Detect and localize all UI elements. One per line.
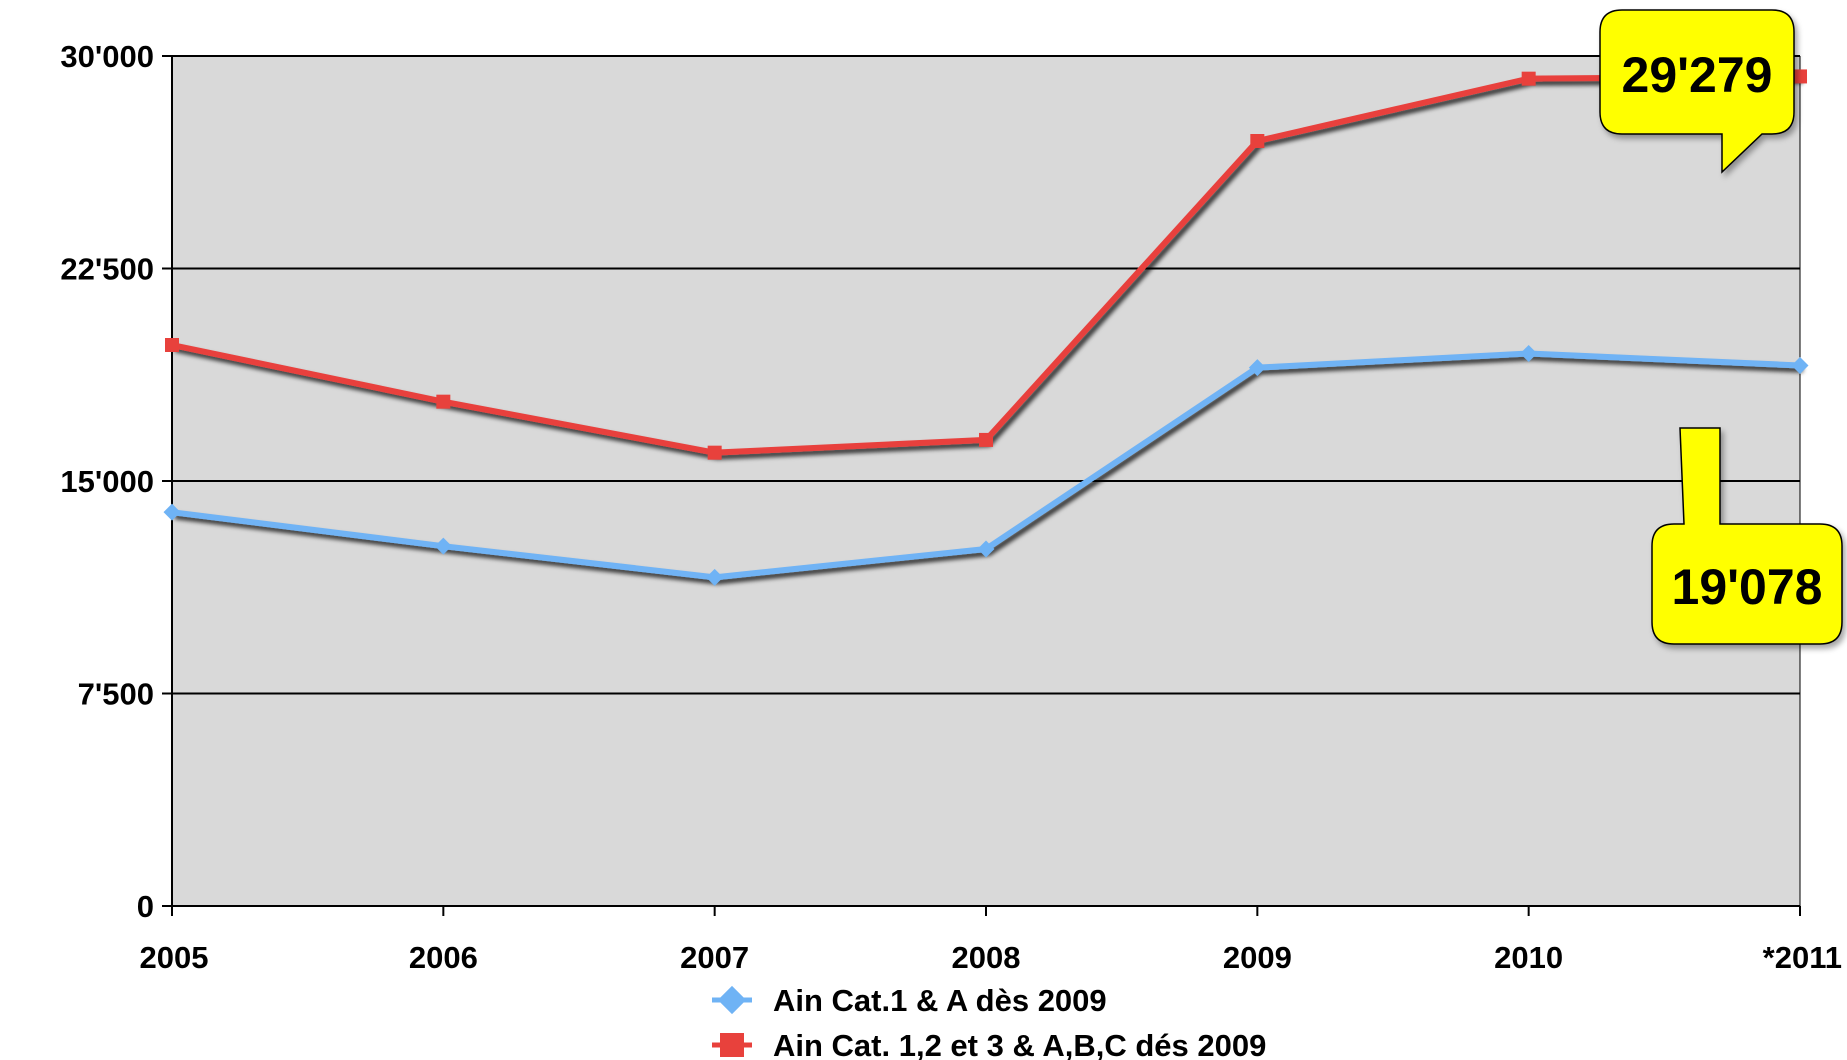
y-tick-label: 7'500	[78, 677, 154, 712]
callout-top-shape	[1599, 9, 1795, 174]
series-layer	[163, 69, 1809, 586]
data-point	[165, 338, 179, 352]
y-axis-ticks: 0 7'500 15'000 22'500 30'000	[60, 39, 172, 924]
callout-bottom: 19'078	[1651, 427, 1843, 645]
callout-bottom-label: 19'078	[1672, 559, 1823, 615]
y-tick-label: 30'000	[60, 39, 154, 74]
x-tick-label: 2005	[140, 940, 209, 975]
y-tick-label: 0	[137, 889, 154, 924]
legend-label-series-2: Ain Cat. 1,2 et 3 & A,B,C dés 2009	[773, 1028, 1266, 1060]
y-tick-label: 22'500	[60, 252, 154, 287]
callouts-layer: 29'279 19'078	[1599, 9, 1843, 645]
gridlines	[172, 55, 1800, 695]
data-point	[1521, 71, 1536, 86]
x-tick-label: 2008	[952, 940, 1021, 975]
legend: Ain Cat.1 & A dès 2009 Ain Cat. 1,2 et 3…	[712, 983, 1266, 1060]
x-tick-label: 2010	[1494, 940, 1563, 975]
x-tick-label: *2011	[1763, 940, 1842, 975]
data-point	[979, 432, 993, 447]
data-point	[977, 540, 995, 558]
x-tick-label: 2007	[680, 940, 749, 975]
x-tick-label: 2006	[409, 940, 478, 975]
data-point	[436, 394, 451, 409]
x-tick-label: 2009	[1223, 940, 1292, 975]
data-point	[1793, 69, 1807, 84]
data-point	[434, 537, 452, 555]
y-tick-label: 15'000	[60, 464, 154, 499]
callout-top-label: 29'279	[1622, 47, 1773, 103]
data-point	[707, 445, 722, 460]
x-axis-ticks: 2005 2006 2007 2008 2009 2010 *2011	[140, 906, 1842, 975]
legend-item-series-1: Ain Cat.1 & A dès 2009	[712, 983, 1107, 1018]
legend-diamond-marker	[717, 985, 747, 1015]
callout-top: 29'279	[1599, 9, 1795, 174]
data-point	[163, 503, 181, 521]
data-point	[1250, 134, 1265, 148]
legend-item-series-2: Ain Cat. 1,2 et 3 & A,B,C dés 2009	[712, 1028, 1266, 1060]
legend-square-marker	[720, 1033, 744, 1057]
data-point	[706, 568, 724, 586]
legend-label-series-1: Ain Cat.1 & A dès 2009	[773, 983, 1107, 1018]
callout-bottom-shape	[1651, 427, 1843, 645]
